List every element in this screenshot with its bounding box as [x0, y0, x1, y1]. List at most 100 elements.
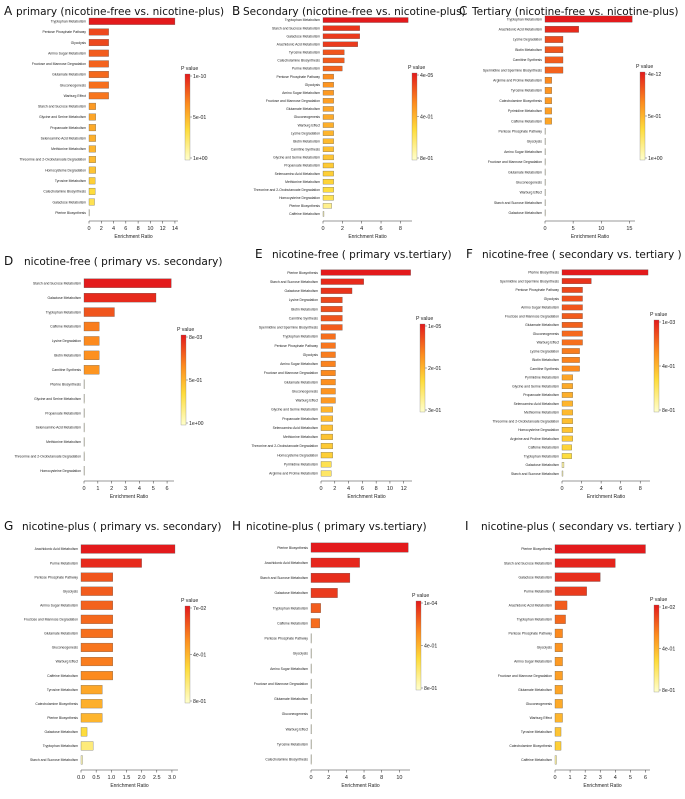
legend-label: 1e+00: [193, 156, 208, 162]
bar: [554, 642, 563, 652]
bar: [544, 36, 564, 43]
category-label: Homocysteine Degradation: [518, 428, 559, 432]
category-label: Gluconeogenesis: [526, 702, 553, 706]
category-label: Galactose Metabolism: [508, 211, 542, 215]
x-tick-label: 6: [380, 226, 383, 232]
category-label: Catecholamine Biosynthesis: [265, 758, 308, 762]
category-label: Tyrosine Metabolism: [511, 89, 542, 93]
legend-label: 8e-01: [424, 686, 437, 692]
bar: [320, 415, 333, 422]
x-tick-label: 8: [380, 775, 383, 781]
category-label: Methionine Metabolism: [524, 411, 559, 415]
category-label: Arginine and Proline Metabolism: [510, 437, 559, 441]
bar: [320, 269, 411, 276]
x-tick-label: 2: [580, 486, 583, 492]
panel-label: F: [466, 247, 473, 261]
bar: [561, 295, 583, 302]
x-tick-label: 8: [639, 486, 642, 492]
category-label: Spermidine and Spermine Biosynthesis: [500, 279, 559, 283]
x-tick-label: 4: [360, 226, 363, 232]
bar: [322, 49, 345, 56]
x-axis-title: Enrichment Ratio: [571, 234, 610, 240]
legend-label: 4e-12: [648, 72, 661, 78]
bar: [544, 56, 564, 64]
category-label: Gluconeogenesis: [294, 115, 321, 119]
x-tick-label: 15: [626, 226, 632, 232]
x-tick-label: 2: [333, 486, 336, 492]
x-tick-label: 1: [96, 486, 99, 492]
category-label: Gluconeogenesis: [282, 712, 309, 716]
x-tick-label: 6: [166, 486, 169, 492]
bar: [320, 424, 333, 431]
panel-label: D: [4, 254, 13, 268]
bar: [320, 388, 336, 395]
bar: [320, 306, 343, 313]
category-label: Amino Sugar Metabolism: [504, 150, 542, 154]
x-axis-title: Enrichment Ratio: [583, 783, 622, 789]
category-label: Warburg Effect: [298, 123, 320, 127]
bar: [88, 49, 109, 57]
bar: [544, 97, 552, 105]
bar: [320, 397, 336, 404]
category-label: Warburg Effect: [530, 716, 552, 720]
chart-title: nicotine-plus ( secondary vs. tertiary ): [481, 521, 682, 533]
bar: [88, 81, 109, 89]
category-label: Fructose and Mannose Degradation: [488, 160, 542, 164]
bar: [320, 278, 364, 285]
chart-title: nicotine-plus ( primary vs. secondary): [22, 521, 222, 533]
legend-title: P value: [650, 597, 667, 603]
category-label: Starch and Sucrose Metabolism: [272, 26, 320, 30]
category-label: Biotin Metabolism: [293, 139, 320, 143]
legend-colorbar: [415, 600, 422, 691]
x-tick-label: 10: [387, 486, 393, 492]
bar: [322, 57, 345, 64]
chart-title: Secondary (nicotine-free vs. nicotine-pl…: [243, 6, 466, 18]
category-label: Glycolysis: [71, 41, 87, 45]
bar: [80, 558, 142, 568]
x-tick-label: 8: [375, 486, 378, 492]
category-label: Warburg Effect: [56, 660, 78, 664]
category-label: Amino Sugar Metabolism: [521, 306, 559, 310]
legend-colorbar: [184, 605, 191, 704]
x-tick-label: 0: [321, 226, 324, 232]
category-label: Glutamate Metabolism: [274, 697, 308, 701]
x-tick-label: 2.0: [138, 775, 146, 781]
chart-title: Tertiary (nicotine-free vs. nicotine-plu…: [471, 6, 678, 18]
legend-label: 3e-01: [428, 408, 441, 414]
bar: [322, 65, 343, 72]
category-label: Propanoate Metabolism: [45, 411, 81, 415]
category-label: Glycolysis: [63, 589, 79, 593]
bar: [80, 727, 88, 737]
bar: [561, 400, 573, 407]
bar: [561, 322, 583, 328]
category-label: Purine Metabolism: [292, 67, 320, 71]
x-tick-label: 6: [363, 775, 366, 781]
bar: [554, 600, 568, 610]
x-axis-title: Enrichment Ratio: [587, 494, 626, 500]
category-label: Glycolysis: [303, 353, 319, 357]
x-tick-label: 0: [87, 226, 90, 232]
x-axis-title: Enrichment Ratio: [110, 494, 149, 500]
category-label: Threonine and 2-Oxobutanoate Degradation: [251, 444, 318, 448]
legend-label: 4e-01: [662, 647, 675, 653]
x-axis-title: Enrichment Ratio: [341, 783, 380, 789]
category-label: Gluconeogenesis: [533, 332, 560, 336]
category-label: Starch and Sucrose Metabolism: [33, 281, 81, 285]
legend-label: 4e-01: [193, 653, 206, 659]
category-label: Spermidine and Spermine Biosynthesis: [483, 68, 542, 72]
bar: [561, 330, 583, 337]
bar: [320, 351, 336, 358]
pvalue-legend: P value 7e-02 4e-01 8e-01: [181, 598, 206, 705]
bar: [83, 321, 100, 332]
bar: [320, 452, 333, 459]
x-tick-label: 0: [560, 486, 563, 492]
legend-label: 1e-05: [428, 324, 441, 330]
bar: [561, 392, 573, 398]
bar: [88, 28, 109, 36]
x-tick-label: 2: [110, 486, 113, 492]
category-label: Fructose and Mannose Degradation: [505, 314, 559, 318]
category-label: Biotin Metabolism: [515, 48, 542, 52]
bar: [322, 73, 334, 80]
